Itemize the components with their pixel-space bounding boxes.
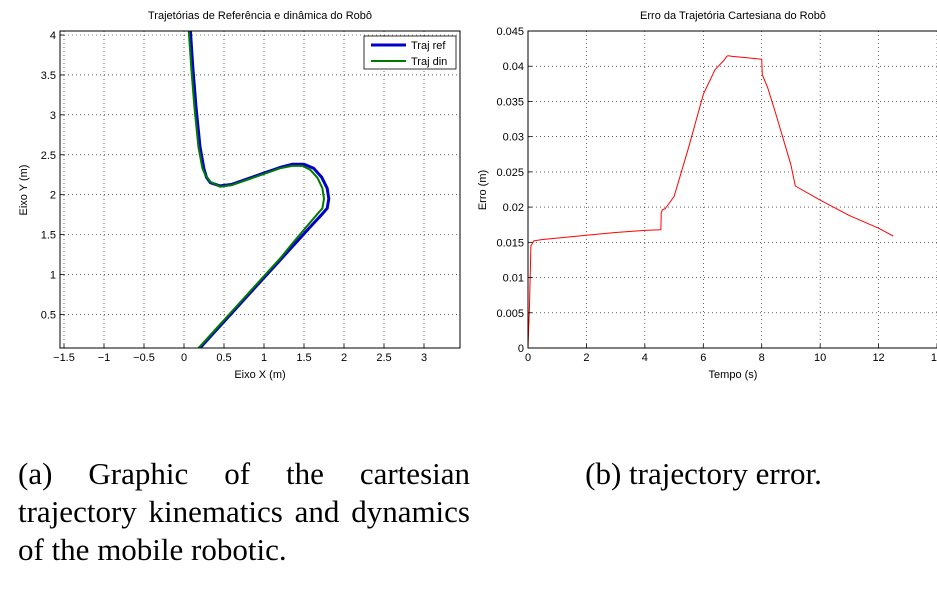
- x-tick-label: 0: [525, 352, 531, 364]
- series-line-traj-ref: [188, 31, 331, 348]
- x-tick-label: 2.5: [376, 352, 391, 364]
- axis-ticks: 0 2 4 6 8 10 12 14 0 0.005 0.01 0.015 0.02 0.025 0.03 0…: [496, 26, 937, 364]
- y-axis-label: Erro (m): [477, 170, 489, 210]
- trajectory-plot: Trajetórias de Referência e dinâmica do …: [18, 10, 461, 381]
- legend-label-traj-din: Traj din: [411, 56, 447, 68]
- y-tick-label: 0.035: [496, 96, 524, 108]
- y-tick-label: 4: [50, 30, 56, 42]
- y-tick-label: 3.5: [41, 70, 56, 82]
- x-tick-label: −1: [98, 352, 111, 364]
- x-tick-label: 4: [642, 352, 648, 364]
- plot-lines: [528, 55, 894, 348]
- x-tick-label: 3: [421, 352, 427, 364]
- chart-title: Trajetórias de Referência e dinâmica do …: [148, 10, 372, 22]
- x-axis-label: Eixo X (m): [234, 369, 285, 381]
- y-tick-label: 0: [518, 343, 524, 355]
- y-tick-label: 1: [50, 270, 56, 282]
- plot-lines: [187, 31, 331, 348]
- x-tick-label: 1: [261, 352, 267, 364]
- legend: Traj ref Traj din: [363, 35, 457, 70]
- error-plot: Erro da Trajetória Cartesiana do Robô 0 2…: [477, 10, 937, 381]
- caption-b: (b) trajectory error.: [585, 456, 822, 491]
- legend-box: [363, 35, 457, 70]
- y-tick-label: 1.5: [41, 230, 56, 242]
- x-tick-label: 8: [759, 352, 765, 364]
- y-tick-label: 3: [50, 110, 56, 122]
- series-line-error: [528, 55, 894, 348]
- legend-label-traj-ref: Traj ref: [411, 40, 446, 52]
- x-tick-label: 2: [341, 352, 347, 364]
- y-tick-label: 0.025: [496, 167, 524, 179]
- y-tick-label: 0.045: [496, 26, 524, 38]
- series-line-traj-din: [187, 31, 325, 348]
- x-tick-label: −1.5: [53, 352, 75, 364]
- y-tick-label: 2.5: [41, 150, 56, 162]
- y-tick-label: 0.02: [503, 202, 524, 214]
- y-tick-label: 0.01: [503, 273, 524, 285]
- y-tick-label: 0.005: [496, 308, 524, 320]
- x-tick-label: 1.5: [296, 352, 311, 364]
- caption-a: (a) Graphic of the cartesian trajectory …: [18, 456, 470, 567]
- x-tick-label: 0: [181, 352, 187, 364]
- x-tick-label: 10: [814, 352, 826, 364]
- plot-frame: [527, 30, 937, 349]
- x-tick-label: 14: [931, 352, 937, 364]
- grid: [60, 31, 460, 348]
- x-tick-label: 12: [872, 352, 884, 364]
- plot-frame: [59, 30, 461, 349]
- y-tick-label: 0.03: [503, 132, 524, 144]
- x-tick-label: 0.5: [216, 352, 231, 364]
- y-axis-label: Eixo Y (m): [18, 165, 30, 216]
- y-tick-label: 2: [50, 190, 56, 202]
- x-tick-label: −0.5: [133, 352, 155, 364]
- chart-title: Erro da Trajetória Cartesiana do Robô: [640, 10, 826, 22]
- x-tick-label: 2: [583, 352, 589, 364]
- x-tick-label: 6: [700, 352, 706, 364]
- y-tick-label: 0.5: [41, 309, 56, 321]
- grid: [528, 31, 937, 348]
- x-axis-label: Tempo (s): [709, 369, 758, 381]
- y-tick-label: 0.015: [496, 237, 524, 249]
- axis-ticks: −1.5 −1 −0.5 0 0.5 1 1.5 2 2.5 3 0.5 1 1.5 2 2.5 3 3.5 4: [41, 30, 427, 364]
- y-tick-label: 0.04: [503, 61, 524, 73]
